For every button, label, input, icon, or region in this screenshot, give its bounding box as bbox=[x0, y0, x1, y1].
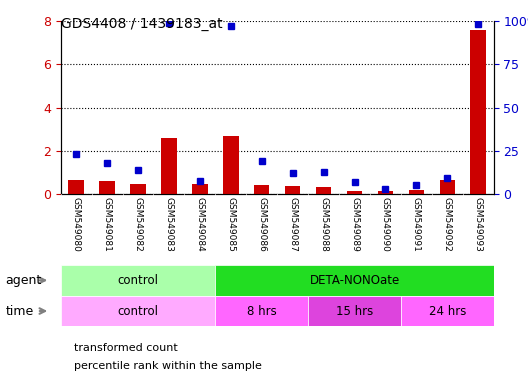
Text: GSM549085: GSM549085 bbox=[227, 197, 235, 252]
Bar bbox=[61, 265, 215, 296]
Text: GSM549089: GSM549089 bbox=[350, 197, 359, 252]
Bar bbox=[285, 186, 300, 194]
Text: 8 hrs: 8 hrs bbox=[247, 305, 277, 318]
Text: GSM549083: GSM549083 bbox=[164, 197, 174, 252]
Bar bbox=[215, 296, 308, 326]
Text: GSM549090: GSM549090 bbox=[381, 197, 390, 252]
Bar bbox=[254, 185, 269, 194]
Bar bbox=[378, 191, 393, 194]
Bar bbox=[409, 190, 424, 194]
Bar bbox=[99, 181, 115, 194]
Text: GSM549087: GSM549087 bbox=[288, 197, 297, 252]
Text: transformed count: transformed count bbox=[74, 343, 177, 353]
Text: control: control bbox=[118, 305, 158, 318]
Text: 15 hrs: 15 hrs bbox=[336, 305, 373, 318]
Bar bbox=[308, 296, 401, 326]
Bar bbox=[61, 296, 215, 326]
Text: GSM549091: GSM549091 bbox=[412, 197, 421, 252]
Bar bbox=[439, 180, 455, 194]
Bar bbox=[470, 30, 486, 194]
Text: GSM549081: GSM549081 bbox=[102, 197, 111, 252]
Bar bbox=[223, 136, 239, 194]
Text: GSM549080: GSM549080 bbox=[72, 197, 81, 252]
Text: GSM549088: GSM549088 bbox=[319, 197, 328, 252]
Text: time: time bbox=[5, 305, 34, 318]
Bar bbox=[401, 296, 494, 326]
Text: GDS4408 / 1439183_at: GDS4408 / 1439183_at bbox=[61, 17, 222, 31]
Text: GSM549093: GSM549093 bbox=[474, 197, 483, 252]
Text: GSM549086: GSM549086 bbox=[257, 197, 266, 252]
Text: percentile rank within the sample: percentile rank within the sample bbox=[74, 361, 262, 371]
Bar bbox=[347, 191, 362, 194]
Text: control: control bbox=[118, 274, 158, 287]
Bar bbox=[130, 184, 146, 194]
Bar bbox=[316, 187, 332, 194]
Bar bbox=[69, 180, 84, 194]
Bar bbox=[161, 138, 177, 194]
Text: DETA-NONOate: DETA-NONOate bbox=[309, 274, 400, 287]
Text: GSM549082: GSM549082 bbox=[134, 197, 143, 252]
Text: GSM549092: GSM549092 bbox=[443, 197, 452, 252]
Text: GSM549084: GSM549084 bbox=[195, 197, 204, 252]
Bar bbox=[215, 265, 494, 296]
Text: 24 hrs: 24 hrs bbox=[429, 305, 466, 318]
Text: agent: agent bbox=[5, 274, 42, 287]
Bar bbox=[192, 184, 208, 194]
